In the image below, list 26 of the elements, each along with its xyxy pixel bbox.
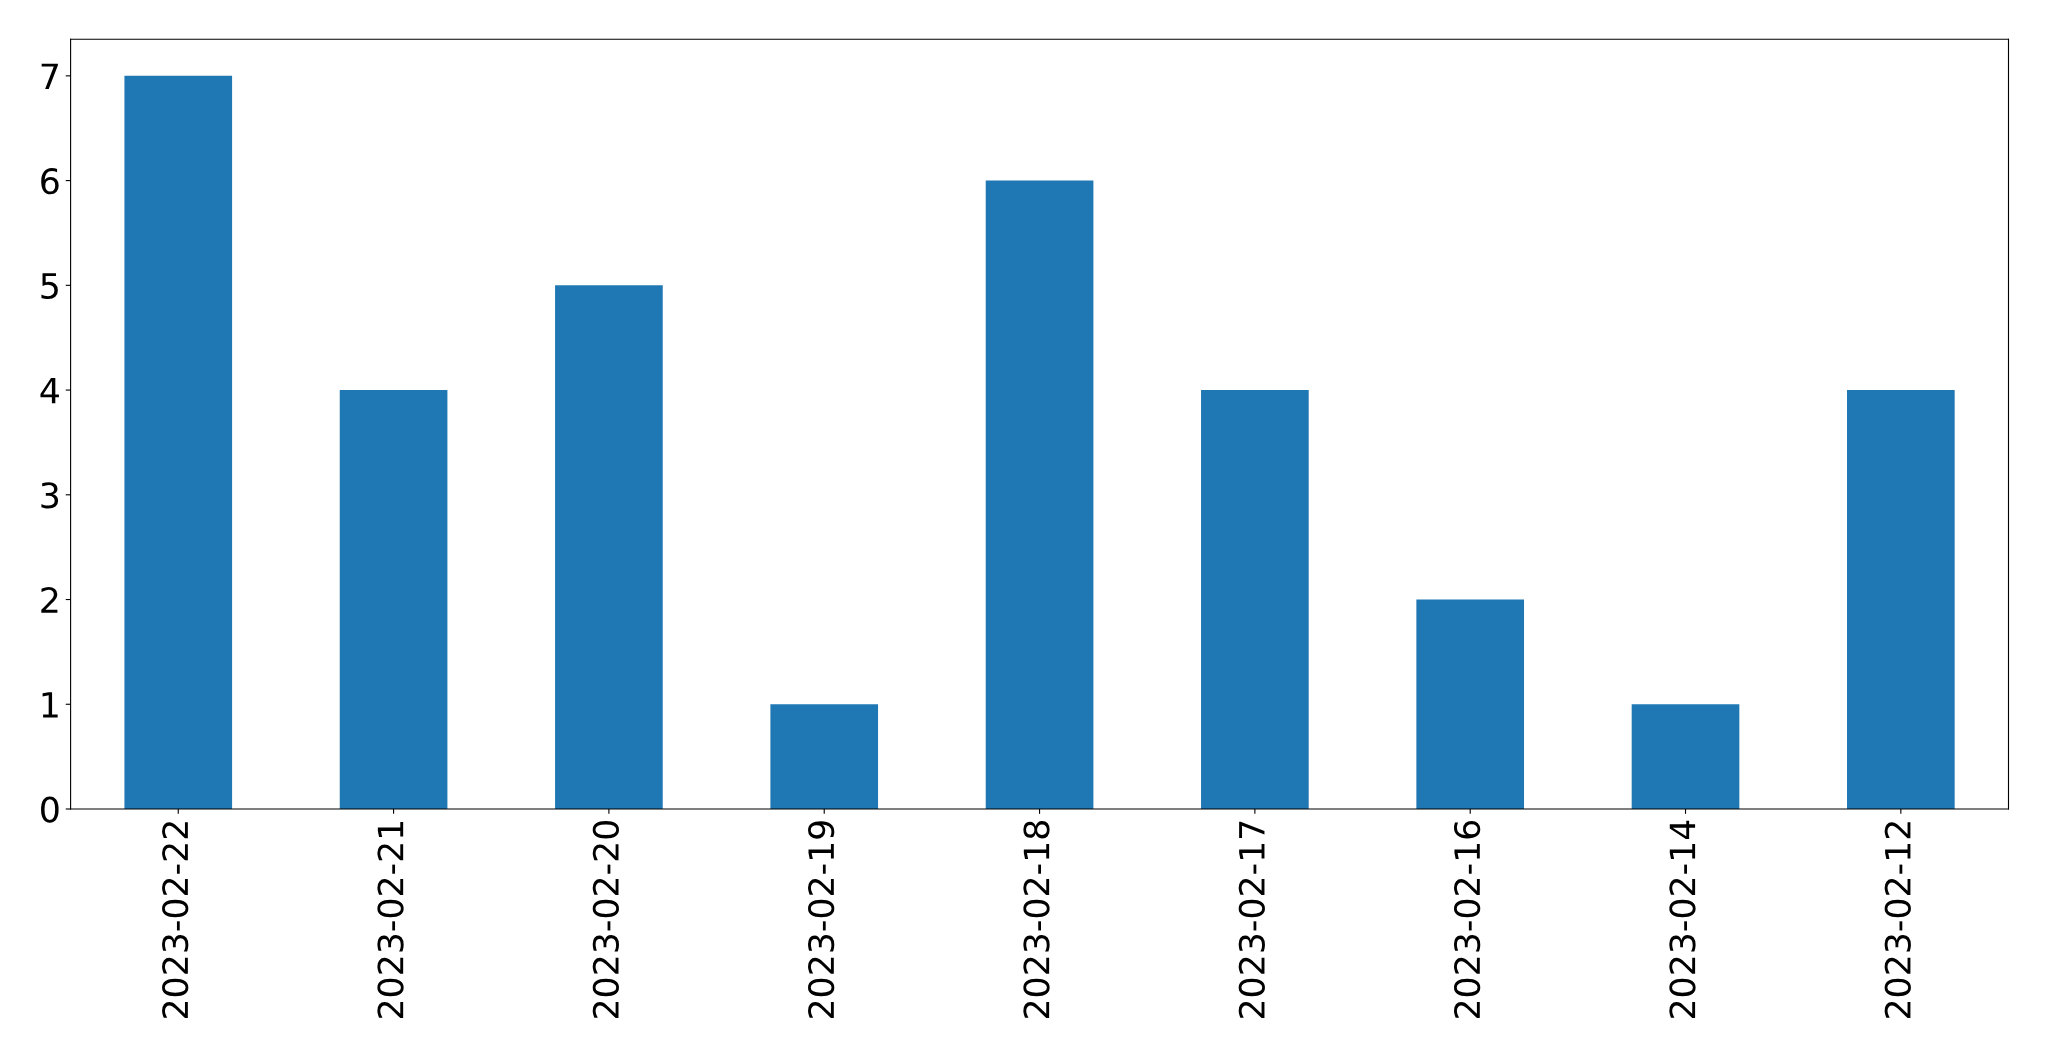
x-tick-label: 2023-02-17 [1238,821,1265,1018]
bar [1631,704,1740,809]
x-tick-label: 2023-02-21 [377,821,404,1018]
bar [1416,599,1525,809]
x-tick-label: 2023-02-18 [1023,821,1050,1018]
x-tick-label: 2023-02-19 [808,821,835,1018]
y-tick-label: 0 [41,796,59,823]
bar [985,180,1094,809]
x-tick-label: 2023-02-12 [1884,822,1911,1018]
bar [1847,390,1955,809]
bar [124,75,233,809]
x-tick-label: 2023-02-22 [162,822,189,1018]
x-tick-label: 2023-02-16 [1454,820,1481,1018]
bar [339,390,448,809]
y-tick-label: 5 [41,273,58,300]
y-tick-label: 6 [41,168,59,195]
y-tick-label: 1 [42,692,58,718]
x-tick-label: 2023-02-14 [1669,820,1696,1018]
y-tick-label: 3 [41,482,59,509]
bar [770,704,879,809]
y-tick-label: 7 [41,63,58,90]
bar [1201,390,1309,809]
y-tick-label: 4 [40,377,59,404]
x-tick-label: 2023-02-20 [592,821,619,1018]
y-tick-label: 2 [41,586,58,613]
bar [555,285,663,809]
